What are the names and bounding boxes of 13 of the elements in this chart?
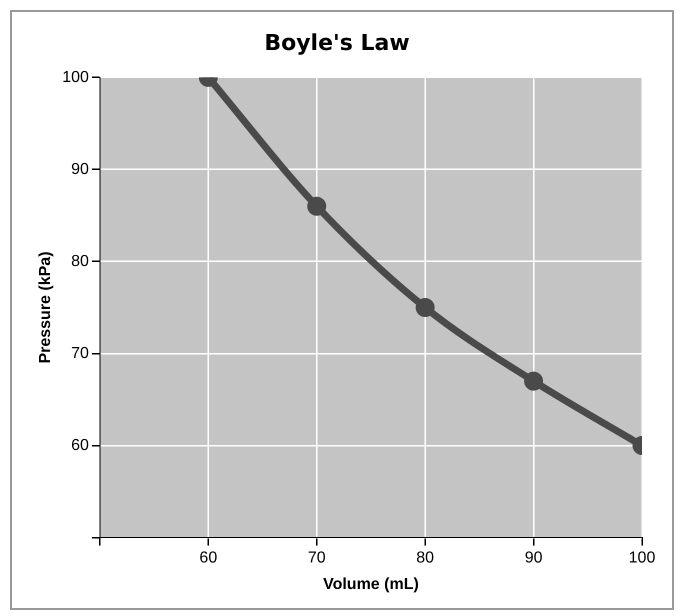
- y-tick-label: 70: [71, 344, 89, 362]
- x-tick-label: 80: [416, 550, 434, 567]
- x-tick-label: 90: [524, 550, 543, 567]
- x-tick-label: 100: [628, 550, 656, 567]
- x-tick-label: 70: [308, 550, 326, 567]
- x-axis-title: Volume (mL): [323, 576, 419, 593]
- chart-title: Boyle's Law: [264, 30, 410, 56]
- x-tick-label: 60: [199, 550, 218, 567]
- y-axis-title: Pressure (kPa): [37, 251, 54, 364]
- y-tick-label: 60: [71, 436, 89, 454]
- y-tick-label: 90: [71, 160, 89, 178]
- y-tick-label: 80: [71, 252, 89, 270]
- y-tick-label: 100: [62, 68, 89, 86]
